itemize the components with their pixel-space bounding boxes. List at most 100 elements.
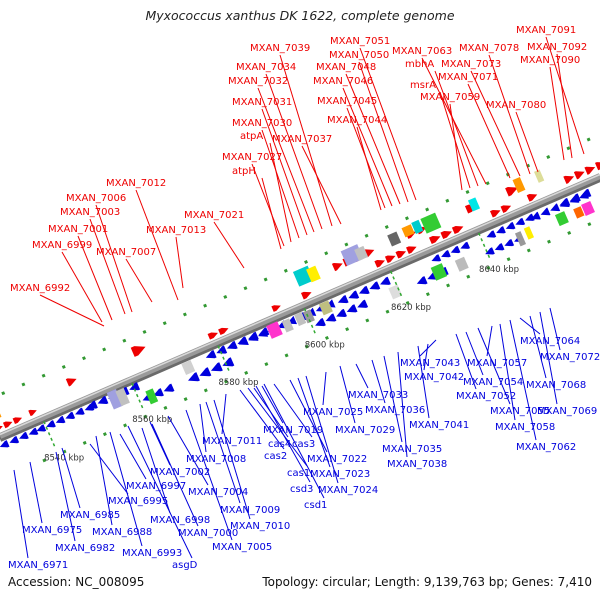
feature-box xyxy=(115,387,130,407)
reverse-gene-arrow xyxy=(97,395,109,404)
feature-dot xyxy=(21,382,26,387)
feature-box xyxy=(523,226,535,240)
feature-box-group xyxy=(388,284,403,300)
reverse-gene-arrow xyxy=(36,424,47,432)
feature-dot-group xyxy=(284,353,289,358)
bottom-gene-leader xyxy=(477,327,511,405)
feature-box xyxy=(581,200,595,216)
bottom-gene-leader xyxy=(509,319,537,441)
top-gene-leader xyxy=(358,61,409,203)
feature-dot-group xyxy=(425,292,430,297)
top-gene-label: MXAN_7063 xyxy=(392,46,452,57)
feature-box xyxy=(306,265,321,283)
feature-dot-group xyxy=(183,397,188,402)
bottom-gene-leader xyxy=(519,317,541,335)
forward-gene-arrow xyxy=(489,209,501,218)
feature-dot xyxy=(526,248,531,253)
bottom-gene-leader xyxy=(539,311,558,405)
reverse-gene-arrow xyxy=(460,241,471,249)
reverse-gene-arrow xyxy=(358,285,370,295)
reverse-gene-arrow xyxy=(559,197,571,207)
reverse-gene-arrow xyxy=(496,226,506,234)
reverse-gene-arrow xyxy=(515,217,526,226)
feature-dot xyxy=(324,251,329,256)
reverse-gene-arrow-group xyxy=(238,336,249,346)
feature-dot xyxy=(465,190,470,194)
top-gene-leader xyxy=(470,70,521,177)
reverse-gene-arrow xyxy=(346,304,358,313)
reverse-gene-arrow xyxy=(216,345,228,354)
forward-gene-arrow-group xyxy=(331,263,343,272)
feature-dot-group xyxy=(102,432,107,437)
bottom-gene-label: MXAN_7022 xyxy=(307,454,367,465)
feature-dot xyxy=(506,257,511,262)
feature-dot-group xyxy=(143,414,148,419)
bottom-gene-leader xyxy=(339,365,356,424)
bottom-gene-leader xyxy=(127,425,193,559)
feature-dot-group xyxy=(264,362,269,367)
top-gene-leader xyxy=(257,87,315,233)
feature-box xyxy=(281,318,294,333)
bottom-gene-label: MXAN_7042 xyxy=(404,372,464,383)
feature-dot-group xyxy=(142,329,147,334)
feature-dot-group xyxy=(364,233,369,238)
top-gene-label: MXAN_7007 xyxy=(96,247,156,258)
reverse-gene-arrow xyxy=(226,340,238,350)
reverse-gene-arrow-group xyxy=(36,424,47,432)
scale-tick xyxy=(389,270,404,299)
reverse-gene-arrow xyxy=(505,222,516,230)
feature-dot xyxy=(283,268,288,273)
bottom-gene-leader xyxy=(322,371,327,406)
feature-dot-group xyxy=(324,335,329,340)
reverse-gene-arrow xyxy=(28,427,39,435)
scale-tick-label: 8640 kbp xyxy=(479,265,519,275)
feature-dot-group xyxy=(425,207,430,212)
feature-box xyxy=(0,407,2,420)
reverse-gene-arrow xyxy=(129,382,141,391)
bottom-gene-label: MXAN_7011 xyxy=(202,436,262,447)
reverse-gene-arrow xyxy=(380,276,391,285)
top-gene-leader xyxy=(301,145,342,225)
reverse-gene-arrow xyxy=(258,328,269,337)
forward-gene-arrow xyxy=(12,417,23,425)
reverse-gene-arrow-group xyxy=(248,332,259,341)
reverse-gene-arrow xyxy=(486,230,497,238)
feature-dot xyxy=(163,405,168,410)
top-gene-leader xyxy=(89,218,126,315)
feature-dot-group xyxy=(344,242,349,247)
feature-dot xyxy=(244,370,249,375)
top-gene-leader xyxy=(556,53,573,159)
scale-tick-label: 8540 kbp xyxy=(44,453,84,463)
bottom-gene-leader xyxy=(95,435,113,526)
forward-gene-arrow-group xyxy=(207,332,218,340)
bottom-gene-label: cas3 xyxy=(292,439,315,450)
bottom-gene-label: MXAN_7062 xyxy=(516,442,576,453)
top-gene-label: MXAN_7021 xyxy=(184,210,244,221)
forward-gene-arrow-group xyxy=(12,417,23,425)
scale-tick-label: 8600 kbp xyxy=(305,340,345,350)
forward-gene-arrow xyxy=(428,235,441,245)
feature-dot xyxy=(1,391,6,396)
feature-dot-group xyxy=(61,364,66,369)
reverse-gene-arrow xyxy=(580,188,592,197)
feature-dot-group xyxy=(446,283,451,288)
feature-dot xyxy=(587,222,592,227)
reverse-gene-arrow-group xyxy=(504,238,515,247)
feature-dot xyxy=(162,321,167,326)
feature-dot-group xyxy=(82,356,86,361)
bottom-gene-leader xyxy=(185,409,233,541)
bottom-gene-leader xyxy=(199,403,207,453)
forward-gene-arrow-group xyxy=(300,291,312,300)
feature-box-group xyxy=(523,226,535,240)
reverse-gene-arrow xyxy=(494,243,505,251)
feature-dot xyxy=(384,225,389,229)
bottom-gene-label: MXAN_7004 xyxy=(188,487,248,498)
feature-box xyxy=(512,176,526,193)
scale-tick xyxy=(217,345,231,374)
top-gene-label: MXAN_7013 xyxy=(146,225,206,236)
feature-box xyxy=(145,388,159,405)
forward-gene-arrow xyxy=(374,260,385,268)
feature-dot xyxy=(547,239,551,244)
forward-gene-arrow xyxy=(218,327,229,335)
bottom-gene-label: MXAN_6993 xyxy=(122,548,182,559)
